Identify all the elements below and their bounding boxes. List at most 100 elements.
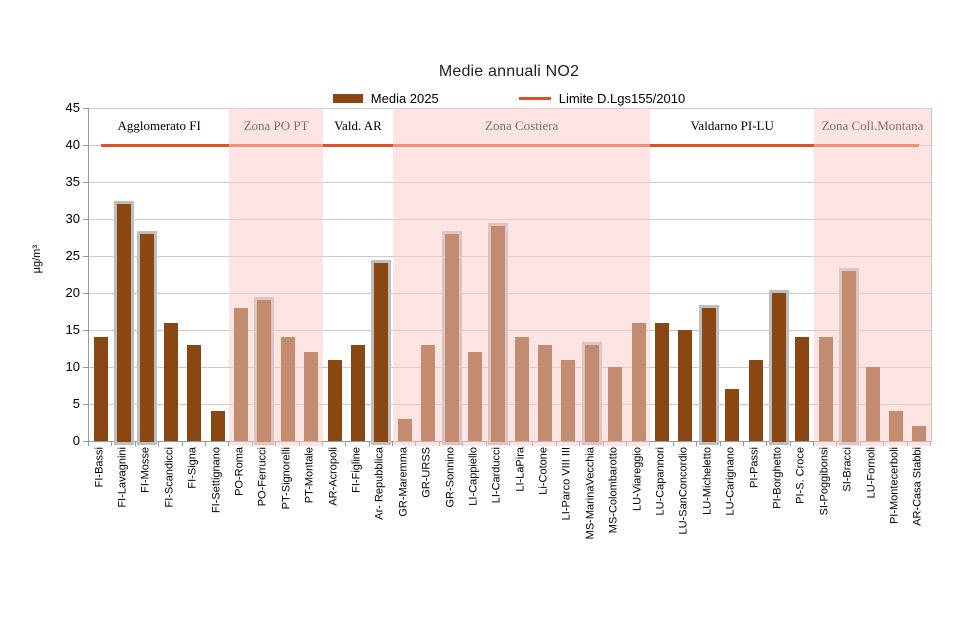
x-category-label: FI-Bassi [93,447,106,488]
x-tick [228,442,230,446]
x-tick [789,442,791,446]
plot-area: Agglomerato FIZona PO PTVald. ARZona Cos… [88,108,932,446]
zone-shading [814,108,931,446]
x-category-label: GR-URSS [420,447,433,498]
bar-LU-Capannori [655,322,670,441]
x-category-label: FI-Mosse [139,447,152,493]
y-tick-label: 25 [65,248,80,263]
legend-limit-label: Limite D.Lgs155/2010 [558,91,686,106]
x-category-label: LI-Cappiello [467,447,480,506]
line-swatch-icon [518,97,551,100]
x-category-label: FI-Lavagnini [116,447,129,508]
y-tick-label: 20 [65,285,80,300]
x-tick [111,442,113,446]
x-category-label: PO-Roma [233,447,246,496]
x-category-label: LU-Carignano [724,447,737,516]
x-category-label: Li-Cotone [537,447,550,495]
y-tick-label: 15 [65,322,80,337]
bar-AR-Acropoli [327,359,342,441]
x-tick [88,442,89,446]
y-tick [83,293,88,294]
x-tick [392,442,394,446]
chart-legend: Media 2025 Limite D.Lgs155/2010 [88,91,930,106]
y-tick [83,441,88,442]
x-category-label: FI-Scandicci [163,447,176,508]
bar-PI-Borghetto [768,290,789,445]
bar-LU-Micheletto [698,304,719,445]
x-tick [204,442,206,446]
x-category-label: PI-Passi [748,447,761,488]
x-category-label: LU-Fornoli [865,447,878,499]
x-tick [181,442,183,446]
x-tick [813,442,815,446]
x-category-label: GR-Maremma [397,447,410,517]
x-category-label: LU-Capannori [654,447,667,516]
x-category-label: GR-Sonnino [444,447,457,508]
zone-shading [393,108,651,446]
x-category-label: LU-Viareggio [631,447,644,512]
bar-LU-Carignano [725,389,740,441]
y-tick [83,145,88,146]
x-category-label: LI-Parco VIII III [560,447,573,521]
x-tick [368,442,370,446]
x-category-label: MS-MarinaVecchia [584,447,597,540]
x-category-label: FI-Settignano [210,447,223,514]
bar-swatch-icon [332,94,363,103]
x-category-label: PT-Montale [303,447,316,504]
bar-FI-Bassi [93,337,108,441]
x-tick [742,442,744,446]
y-tick-label: 45 [65,100,80,115]
x-tick [719,442,721,446]
y-tick-label: 10 [65,359,80,374]
x-tick [345,442,347,446]
zone-shading [229,108,323,446]
y-tick-label: 35 [65,174,80,189]
legend-item-media: Media 2025 [332,91,439,106]
x-category-label: LU-SanConcordio [677,447,690,535]
y-tick [83,404,88,405]
x-category-label: LU-Micheletto [701,447,714,515]
bar-FI-Signa [187,344,202,441]
x-category-label: LI-LaPira [514,447,527,492]
bar-FI-Mosse [137,230,158,445]
x-tick [696,442,698,446]
y-tick [83,330,88,331]
x-category-label: SI-Bracci [841,447,854,492]
y-tick [83,367,88,368]
x-category-label: AR-Acropoli [327,447,340,506]
y-tick-label: 0 [72,433,80,448]
legend-item-limit: Limite D.Lgs155/2010 [518,91,686,106]
legend-media-label: Media 2025 [370,91,439,106]
x-category-label: LI-Carducci [490,447,503,504]
bar-PI-S. Croce [795,337,810,441]
x-category-label: FI-Signa [186,447,199,489]
bar-FI-Figline [350,344,365,441]
bar-FI-Scandicci [163,322,178,441]
bar-PI-Passi [748,359,763,441]
x-tick [158,442,160,446]
x-category-label: SI-Poggibonsi [818,447,831,516]
x-category-label: Ar- Repubblica [373,447,386,520]
y-tick [83,256,88,257]
bar-LU-SanConcordio [678,330,693,441]
x-tick [766,442,768,446]
zone-label-3: Vald. AR [334,118,382,133]
chart-title: Medie annuali NO2 [438,63,580,80]
x-category-label: PI-S. Croce [794,447,807,504]
x-category-label: PO-Ferrucci [256,447,269,507]
y-tick [83,108,88,109]
bar-Ar- Repubblica [371,260,392,445]
x-tick [134,442,136,446]
bar-FI-Lavagnini [114,201,135,445]
y-tick-label: 40 [65,137,80,152]
x-category-label: AR-Casa Stabbi [911,447,924,526]
y-tick-label: 30 [65,211,80,226]
x-tick [672,442,674,446]
x-category-label: FI-Figline [350,447,363,493]
x-category-label: PT-Signorelli [280,447,293,510]
zone-label-1: Agglomerato FI [117,118,201,133]
y-tick [83,219,88,220]
zone-label-5: Valdarno PI-LU [690,118,774,133]
y-tick [83,182,88,183]
